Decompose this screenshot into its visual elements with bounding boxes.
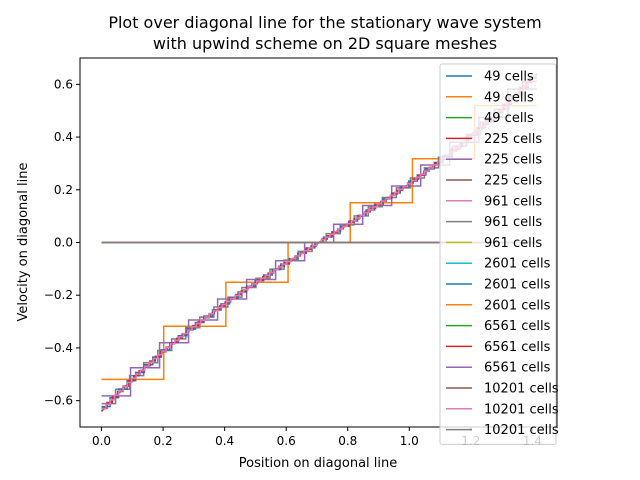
- x-axis-label: Position on diagonal line: [239, 456, 398, 471]
- legend-label: 10201 cells: [484, 402, 559, 417]
- legend-label: 6561 cells: [484, 319, 551, 334]
- legend-label: 2601 cells: [484, 257, 551, 272]
- y-axis-label: Velocity on diagonal line: [16, 163, 31, 322]
- legend-label: 49 cells: [484, 70, 534, 85]
- legend-label: 961 cells: [484, 194, 542, 209]
- legend-label: 961 cells: [484, 215, 542, 230]
- x-tick-label: 0.8: [338, 434, 357, 448]
- x-tick-label: 0.0: [92, 434, 111, 448]
- legend-label: 6561 cells: [484, 340, 551, 355]
- y-tick-label: −0.2: [44, 288, 73, 302]
- chart-title-line-1: Plot over diagonal line for the stationa…: [108, 13, 541, 32]
- y-axis: −0.6 −0.4 −0.2 0.0 0.2 0.4 0.6: [44, 77, 80, 408]
- legend-label: 10201 cells: [484, 423, 559, 438]
- legend-label: 2601 cells: [484, 298, 551, 313]
- legend-label: 225 cells: [484, 132, 542, 147]
- legend-label: 49 cells: [484, 111, 534, 126]
- y-tick-label: 0.2: [54, 183, 73, 197]
- legend-label: 961 cells: [484, 236, 542, 251]
- y-tick-label: −0.4: [44, 341, 73, 355]
- x-tick-label: 0.2: [154, 434, 173, 448]
- legend-label: 6561 cells: [484, 361, 551, 376]
- y-tick-label: 0.4: [54, 130, 73, 144]
- y-tick-label: −0.6: [44, 394, 73, 408]
- legend-label: 225 cells: [484, 153, 542, 168]
- x-tick-label: 0.4: [215, 434, 234, 448]
- chart-title-line-2: with upwind scheme on 2D square meshes: [153, 34, 497, 53]
- legend-label: 2601 cells: [484, 278, 551, 293]
- x-tick-label: 0.6: [277, 434, 296, 448]
- x-tick-label: 1.0: [400, 434, 419, 448]
- legend: 49 cells 49 cells 49 cells 225 cells 225 cel…: [439, 63, 559, 445]
- legend-label: 49 cells: [484, 90, 534, 105]
- y-tick-label: 0.0: [54, 236, 73, 250]
- legend-label: 225 cells: [484, 174, 542, 189]
- legend-label: 10201 cells: [484, 382, 559, 397]
- y-tick-label: 0.6: [54, 77, 73, 91]
